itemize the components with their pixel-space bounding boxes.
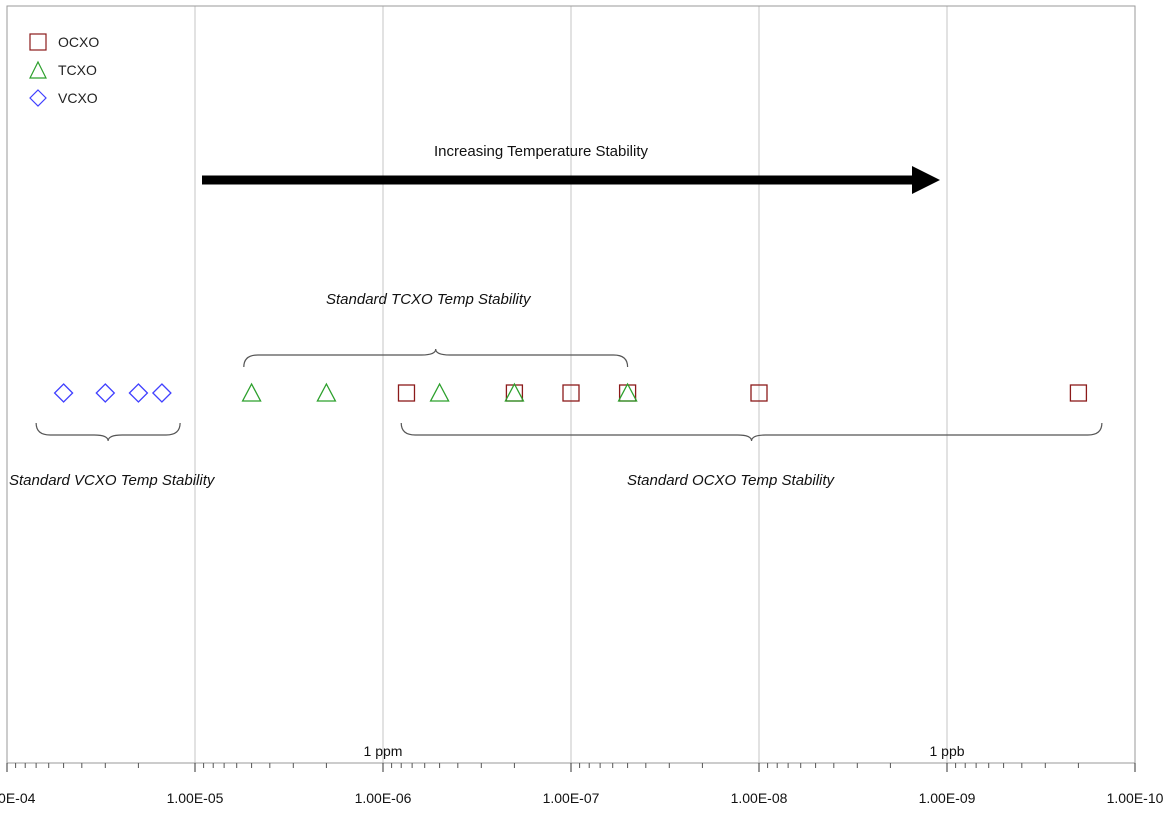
square-icon	[29, 33, 47, 51]
legend-item-tcxo: TCXO	[28, 56, 99, 84]
diamond-icon	[29, 89, 47, 107]
tcxo-marker	[241, 382, 262, 402]
legend: OCXO TCXO VCXO	[28, 28, 99, 112]
vcxo-marker	[151, 383, 172, 403]
legend-item-vcxo: VCXO	[28, 84, 99, 112]
reference-label: 1 ppb	[929, 743, 965, 759]
tcxo-brace	[243, 348, 629, 368]
ocxo-brace-label: Standard OCXO Temp Stability	[627, 472, 835, 489]
x-tick-label: 1.00E-06	[354, 790, 412, 806]
x-tick-label: 1.00E-07	[542, 790, 600, 806]
reference-label: 1 ppm	[363, 743, 403, 759]
tcxo-marker	[316, 382, 337, 402]
arrow-head	[912, 166, 940, 194]
vcxo-marker	[128, 383, 149, 403]
ocxo-marker	[397, 384, 416, 402]
ocxo-marker	[750, 384, 768, 402]
stability-braces	[35, 348, 1103, 442]
ocxo-marker	[562, 384, 580, 402]
tcxo-brace-label: Standard TCXO Temp Stability	[326, 291, 531, 308]
x-tick-label: 1.00E-09	[918, 790, 976, 806]
ocxo-marker	[1069, 384, 1088, 402]
tcxo-marker	[429, 382, 450, 402]
legend-item-ocxo: OCXO	[28, 28, 99, 56]
vcxo-brace	[35, 422, 181, 442]
x-axis	[6, 763, 1136, 772]
tcxo-marker	[617, 382, 638, 402]
arrow-label: Increasing Temperature Stability	[434, 143, 648, 160]
x-tick-label: 1.00E-05	[166, 790, 224, 806]
x-tick-label: 1.00E-10	[1106, 790, 1164, 806]
data-markers	[53, 382, 1088, 403]
legend-label-tcxo: TCXO	[58, 62, 97, 78]
ocxo-marker	[505, 384, 524, 402]
tcxo-marker	[504, 382, 525, 402]
vcxo-marker	[53, 383, 74, 403]
triangle-icon	[29, 60, 47, 79]
vcxo-brace-label: Standard VCXO Temp Stability	[9, 472, 215, 489]
x-tick-label: 1.00E-04	[0, 790, 36, 806]
x-tick-label: 1.00E-08	[730, 790, 788, 806]
legend-label-ocxo: OCXO	[58, 34, 100, 50]
vcxo-marker	[95, 383, 116, 403]
ocxo-marker	[618, 384, 637, 402]
stability-arrow	[202, 166, 940, 194]
legend-label-vcxo: VCXO	[58, 90, 98, 106]
ocxo-brace	[400, 422, 1103, 442]
